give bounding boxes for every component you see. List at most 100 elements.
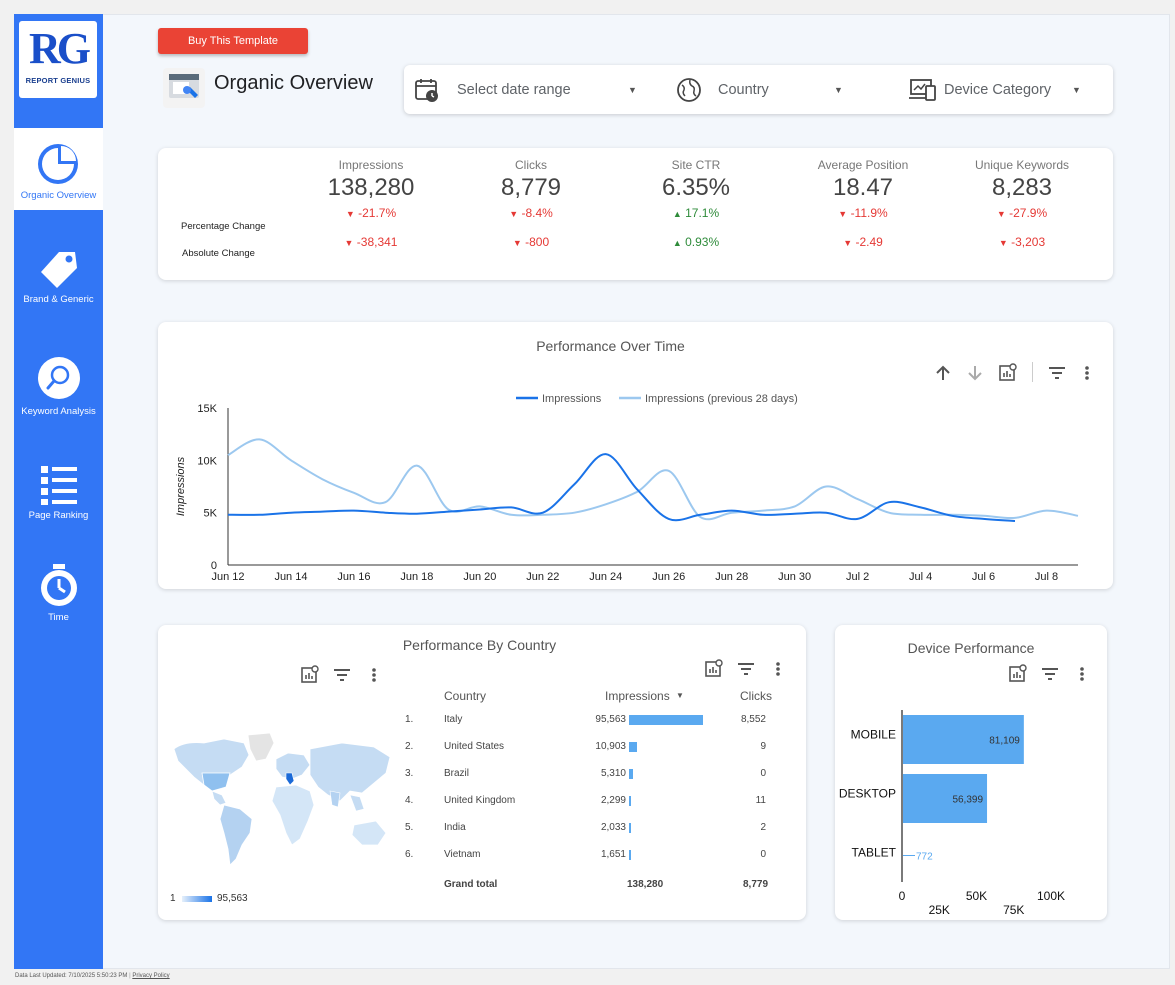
kpi-absolute-value: -38,341 <box>356 235 398 249</box>
kpi-label: Unique Keywords <box>974 158 1070 172</box>
table-row[interactable]: 4. United Kingdom 2,299 11 <box>400 795 780 815</box>
sort-desc-icon[interactable]: ▼ <box>676 691 684 700</box>
map-legend-max: 95,563 <box>217 893 248 904</box>
kpi-value: 6.35% <box>661 174 731 201</box>
row-rank: 6. <box>405 849 414 860</box>
row-rank: 5. <box>405 822 414 833</box>
kpi-percent-change: ▼ -8.4% <box>461 206 601 220</box>
filter-icon[interactable] <box>333 666 351 688</box>
kpi-percent-change: ▼ -27.9% <box>952 206 1092 220</box>
column-header-impressions[interactable]: Impressions <box>605 689 670 703</box>
kpi-value: 18.47 <box>832 174 894 201</box>
date-range-picker[interactable]: Select date range ▼ <box>414 65 644 114</box>
table-row[interactable]: 1. Italy 95,563 8,552 <box>400 714 780 734</box>
y-tick-label: 5K <box>204 508 218 520</box>
device-bar[interactable] <box>903 774 988 823</box>
arrow-down-icon[interactable] <box>966 364 984 386</box>
kpi-label: Average Position <box>817 158 909 172</box>
kpi-label: Clicks <box>515 158 547 172</box>
y-tick-label: 10K <box>197 455 217 467</box>
arrow-up-icon[interactable] <box>934 364 952 386</box>
kpi-impressions: Impressions 138,280 ▼ -21.7% ▼ -38,341 <box>301 158 441 249</box>
sidebar-item-organic-overview[interactable]: Organic Overview <box>14 128 103 210</box>
trend-arrow-icon: ▲ <box>672 209 682 219</box>
table-row[interactable]: 5. India 2,033 2 <box>400 822 780 842</box>
kpi-percent-value: -21.7% <box>358 206 397 220</box>
kpi-percent-change: ▲ 17.1% <box>626 206 766 220</box>
chart-type-icon[interactable] <box>705 659 723 681</box>
privacy-policy-link[interactable]: Privacy Policy <box>132 973 170 979</box>
bar-category-label: DESKTOP <box>839 787 896 801</box>
kpi-absolute-value: -800 <box>525 235 550 249</box>
map-legend-gradient <box>182 896 212 902</box>
row-clicks: 8,552 <box>740 714 766 725</box>
sidebar-item-label: Organic Overview <box>20 190 97 201</box>
row-impressions: 10,903 <box>595 741 626 752</box>
x-tick-label: 75K <box>1003 903 1024 917</box>
sidebar-item-keyword-analysis[interactable]: Keyword Analysis <box>14 356 103 426</box>
kpi-average-position: Average Position 18.47 ▼ -11.9% ▼ -2.49 <box>793 158 933 249</box>
row-impressions: 1,651 <box>600 849 626 860</box>
filter-icon[interactable] <box>1041 665 1059 687</box>
date-range-label: Select date range <box>457 81 571 98</box>
table-row[interactable]: 2. United States 10,903 9 <box>400 741 780 761</box>
chart-type-icon[interactable] <box>999 363 1017 385</box>
legend-previous-label[interactable]: Impressions (previous 28 days) <box>645 393 798 405</box>
column-header-clicks[interactable]: Clicks <box>740 689 772 703</box>
buy-template-button[interactable]: Buy This Template <box>158 28 308 54</box>
trend-arrow-icon: ▼ <box>998 238 1008 248</box>
filter-icon[interactable] <box>1048 364 1066 386</box>
device-bar[interactable] <box>903 715 1024 764</box>
sidebar-item-brand-generic[interactable]: Brand & Generic <box>14 248 103 318</box>
kpi-value: 138,280 <box>327 174 415 201</box>
absolute-change-label: Absolute Change <box>182 248 255 259</box>
chart-type-icon[interactable] <box>301 665 319 687</box>
sidebar-item-time[interactable]: Time <box>14 562 103 632</box>
chart-title: Performance Over Time <box>536 338 685 354</box>
row-country: Vietnam <box>444 849 481 860</box>
magnifier-icon <box>37 357 80 399</box>
line-chart: 0 5K 10K 15K Impressions Jun 12 Jun 14 Jun 16 Ju… <box>175 393 1079 583</box>
tag-icon <box>40 252 77 288</box>
more-vert-icon[interactable] <box>370 666 378 688</box>
series-line-current[interactable] <box>227 453 1016 522</box>
kpi-percent-value: -11.9% <box>850 206 888 220</box>
legend-current-label[interactable]: Impressions <box>542 393 602 405</box>
filter-icon[interactable] <box>737 660 755 682</box>
kpi-percent-value: -27.9% <box>1009 206 1048 220</box>
kpi-unique-keywords: Unique Keywords 8,283 ▼ -27.9% ▼ -3,203 <box>952 158 1092 249</box>
filter-bar: Select date range ▼ Country ▼ Device Cat… <box>404 65 1113 114</box>
impressions-bar <box>629 715 703 725</box>
x-tick-label: Jun 28 <box>715 571 748 583</box>
chart-type-icon[interactable] <box>1009 664 1027 686</box>
page-title: Organic Overview <box>214 72 373 94</box>
logo[interactable]: RG REPORT GENIUS <box>19 21 97 98</box>
footer-separator: | <box>129 973 133 979</box>
bar-category-label: TABLET <box>852 846 897 860</box>
grand-total-clicks: 8,779 <box>743 879 769 890</box>
more-vert-icon[interactable] <box>1083 364 1091 386</box>
more-vert-icon[interactable] <box>774 660 782 682</box>
x-tick-label: Jun 18 <box>400 571 433 583</box>
table-row[interactable]: 6. Vietnam 1,651 0 <box>400 849 780 869</box>
row-country: United Kingdom <box>444 795 516 806</box>
world-map[interactable] <box>164 729 394 879</box>
kpi-value: 8,283 <box>991 174 1053 201</box>
trend-arrow-icon: ▼ <box>509 209 519 219</box>
column-header-country[interactable]: Country <box>444 689 487 703</box>
table-row[interactable]: 3. Brazil 5,310 0 <box>400 768 780 788</box>
kpi-value: 8,779 <box>500 174 562 201</box>
row-country: Italy <box>444 714 463 725</box>
device-category-filter[interactable]: Device Category ▼ <box>909 65 1099 114</box>
trend-arrow-icon: ▲ <box>672 238 682 248</box>
list-icon <box>40 466 77 505</box>
country-filter[interactable]: Country ▼ <box>676 65 846 114</box>
row-clicks: 0 <box>760 768 766 779</box>
more-vert-icon[interactable] <box>1078 665 1086 687</box>
sidebar-item-page-ranking[interactable]: Page Ranking <box>14 464 103 534</box>
series-line-previous[interactable] <box>227 438 1079 521</box>
x-tick-label: Jul 8 <box>1035 571 1058 583</box>
devices-icon <box>909 78 936 101</box>
impressions-bar <box>629 742 638 752</box>
kpi-absolute-change: ▼ -800 <box>461 235 601 249</box>
